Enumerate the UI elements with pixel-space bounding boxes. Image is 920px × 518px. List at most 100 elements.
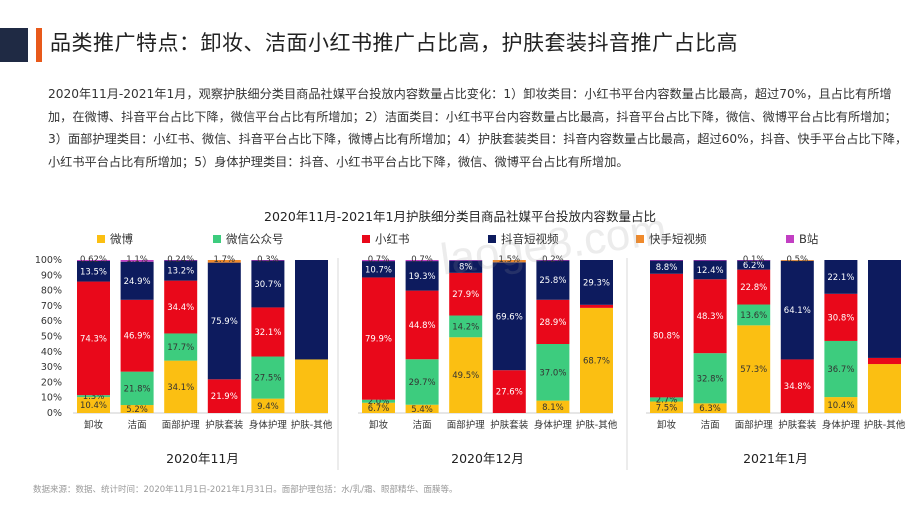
data-label: 1.3% — [83, 392, 105, 402]
bar-segment — [164, 260, 198, 281]
x-category-label: 身体护理 — [822, 419, 861, 431]
x-category-label: 卸妆 — [657, 419, 677, 431]
legend-swatch — [636, 234, 644, 243]
data-label: 25.8% — [539, 276, 566, 286]
y-tick-label: 60% — [41, 316, 62, 327]
bar-segment — [251, 307, 285, 357]
data-label: 0.5% — [786, 255, 808, 265]
bar-segment — [120, 371, 154, 406]
x-category-label: 卸妆 — [369, 419, 389, 431]
data-label: 1.7% — [213, 255, 235, 265]
y-tick-label: 50% — [41, 332, 62, 343]
data-label: 10.7% — [365, 265, 392, 275]
data-label: 48.3% — [697, 312, 724, 322]
data-label: 30.8% — [827, 313, 854, 323]
data-label: 22.1% — [827, 273, 854, 283]
bar-segment — [164, 280, 198, 334]
data-label: 0.2% — [542, 255, 564, 265]
bar-segment — [536, 299, 570, 344]
legend-swatch — [213, 234, 221, 243]
x-category-label: 面部护理 — [447, 419, 486, 431]
data-label: 0.7% — [368, 255, 390, 265]
bar-segment — [868, 357, 901, 365]
bar-segment — [824, 340, 858, 398]
data-label: 17.7% — [167, 343, 194, 353]
bar-segment — [120, 261, 154, 300]
data-label: 12.4% — [697, 266, 724, 276]
bar-segment — [362, 277, 395, 400]
data-label: 29.7% — [409, 378, 436, 388]
bar-segment — [405, 359, 439, 405]
bar-segment — [449, 315, 483, 338]
data-label: 28.9% — [539, 318, 566, 328]
bar-segment — [780, 359, 814, 413]
data-label: 32.8% — [697, 374, 724, 384]
x-category-label: 护肤套装 — [490, 419, 529, 431]
bar-segment — [120, 260, 154, 262]
bar-segment — [405, 260, 439, 262]
bar-segment — [868, 364, 901, 413]
data-label: 44.8% — [409, 321, 436, 331]
y-tick-label: 80% — [41, 286, 62, 297]
y-tick-label: 20% — [41, 377, 62, 388]
bar-segment — [295, 260, 328, 360]
legend-label: B站 — [799, 232, 819, 246]
bar-segment — [737, 260, 771, 261]
data-label: 37.0% — [539, 368, 566, 378]
bar-segment — [405, 290, 439, 360]
data-label: 6.3% — [699, 404, 721, 414]
bar-segment — [580, 304, 613, 308]
bar-segment — [295, 359, 328, 413]
bar-segment — [693, 260, 727, 261]
legend-label: 小红书 — [375, 232, 410, 246]
bar-segment — [207, 260, 241, 263]
data-label: 57.3% — [740, 365, 767, 375]
x-category-label: 护肤套装 — [205, 419, 244, 431]
bar-segment — [650, 260, 683, 274]
data-label: 6.2% — [743, 261, 765, 271]
bar-segment — [492, 370, 526, 413]
bar-segment — [737, 260, 771, 270]
data-label: 14.2% — [452, 322, 479, 332]
bar-segment — [251, 260, 285, 308]
data-label: 0.7% — [411, 255, 433, 265]
data-label: 8.8% — [656, 263, 678, 273]
data-label: 22.8% — [740, 283, 767, 293]
legend-item-xiaohongshu: 小红书 — [362, 231, 410, 247]
data-label: 36.7% — [827, 365, 854, 375]
bar-segment — [251, 356, 285, 399]
bar-segment — [362, 261, 395, 278]
chart-title: 2020年11月-2021年1月护肤细分类目商品社媒平台投放内容数量占比 — [264, 209, 656, 224]
y-tick-label: 90% — [41, 270, 62, 281]
y-tick-label: 0% — [47, 408, 62, 419]
bar-segment — [650, 260, 683, 261]
legend-label: 微博 — [110, 232, 133, 246]
data-label: 13.5% — [80, 267, 107, 277]
bar-segment — [77, 281, 110, 396]
data-label: 2.7% — [656, 395, 678, 405]
data-label: 19.3% — [409, 272, 436, 282]
x-category-label: 护肤-其他 — [576, 419, 618, 431]
data-label: 32.1% — [254, 328, 281, 338]
data-label: 5.2% — [126, 405, 148, 415]
bar-segment — [120, 405, 154, 413]
bar-segment — [251, 398, 285, 413]
legend-swatch — [488, 234, 496, 243]
bar-segment — [405, 261, 439, 291]
data-label: 10.4% — [827, 401, 854, 411]
title-accent-bar — [0, 28, 28, 62]
data-label: 1.5% — [498, 255, 520, 265]
data-label: 5.4% — [411, 405, 433, 415]
bar-segment — [824, 293, 858, 341]
data-label: 13.6% — [740, 311, 767, 321]
x-category-label: 护肤套装 — [778, 419, 817, 431]
x-category-label: 洁面 — [701, 419, 720, 431]
data-label: 13.2% — [167, 267, 194, 277]
bar-segment — [492, 260, 526, 263]
data-label: 64.1% — [784, 306, 811, 316]
data-label: 8% — [459, 263, 473, 273]
x-category-label: 卸妆 — [84, 419, 104, 431]
bar-segment — [77, 397, 110, 413]
data-label: 0.24% — [167, 255, 194, 265]
data-label: 75.9% — [211, 317, 238, 327]
